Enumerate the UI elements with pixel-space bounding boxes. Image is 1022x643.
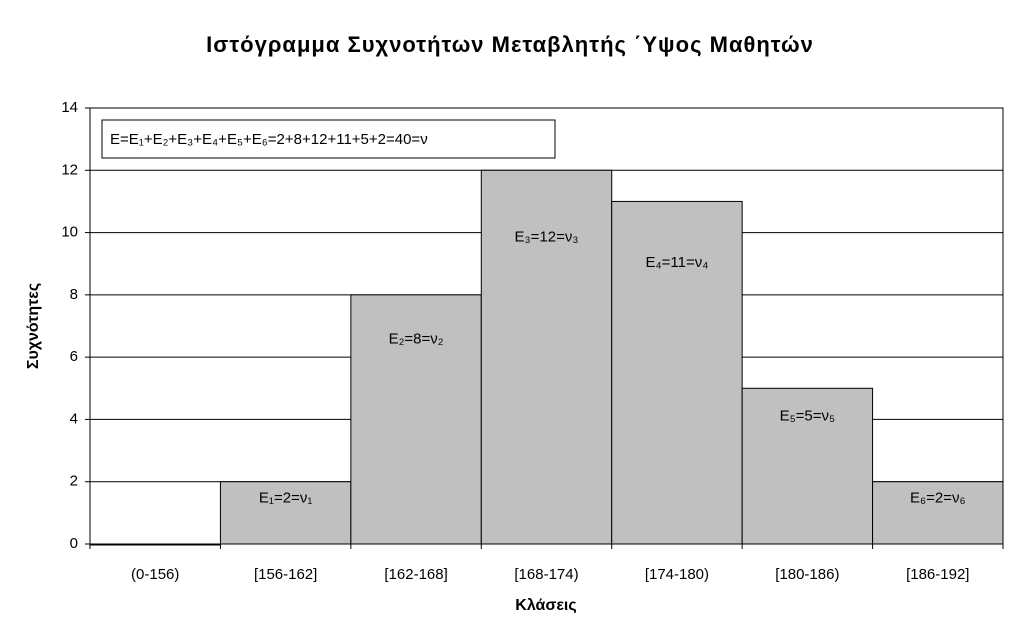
data-label: E₆=2=ν₆ (910, 490, 965, 507)
x-tick-label: [156-162] (254, 566, 317, 583)
y-tick-label: 10 (61, 224, 78, 241)
bar (741, 387, 874, 545)
bar (480, 169, 613, 545)
y-tick-label: 2 (70, 473, 78, 490)
y-tick-label: 12 (61, 161, 78, 178)
y-tick-label: 4 (70, 410, 78, 427)
data-label: E₂=8=ν₂ (389, 331, 444, 348)
x-tick-label: [162-168] (384, 566, 447, 583)
annotation-box (101, 119, 556, 159)
y-tick-label: 14 (61, 99, 78, 116)
bar (611, 200, 743, 545)
bar (219, 481, 352, 545)
data-label: E₄=11=ν₄ (646, 254, 709, 271)
y-tick-label: 0 (70, 535, 78, 552)
x-tick-label: [168-174) (514, 566, 578, 583)
x-tick-label: (0-156) (131, 566, 179, 583)
data-label: E₅=5=ν₅ (780, 407, 835, 424)
annotation: E=E₁+E₂+E₃+E₄+E₅+E₆=2+8+12+11+5+2=40=ν (110, 131, 428, 148)
bar (872, 481, 1004, 545)
y-tick-label: 6 (70, 348, 78, 365)
bar (350, 294, 482, 545)
chart-title: Ιστόγραμμα Συχνοτήτων Μεταβλητής ΄Υψος Μ… (206, 32, 814, 57)
data-label: E₁=2=ν₁ (259, 490, 313, 507)
x-tick-label: [186-192] (906, 566, 969, 583)
y-tick-label: 8 (70, 286, 78, 303)
x-tick-label: [174-180) (645, 566, 709, 583)
x-tick-label: [180-186) (775, 566, 839, 583)
y-axis-title: Συχνότητες (25, 283, 42, 369)
x-axis-title: Κλάσεις (515, 597, 576, 614)
data-label: E₃=12=ν₃ (515, 229, 579, 246)
bar (89, 543, 221, 546)
